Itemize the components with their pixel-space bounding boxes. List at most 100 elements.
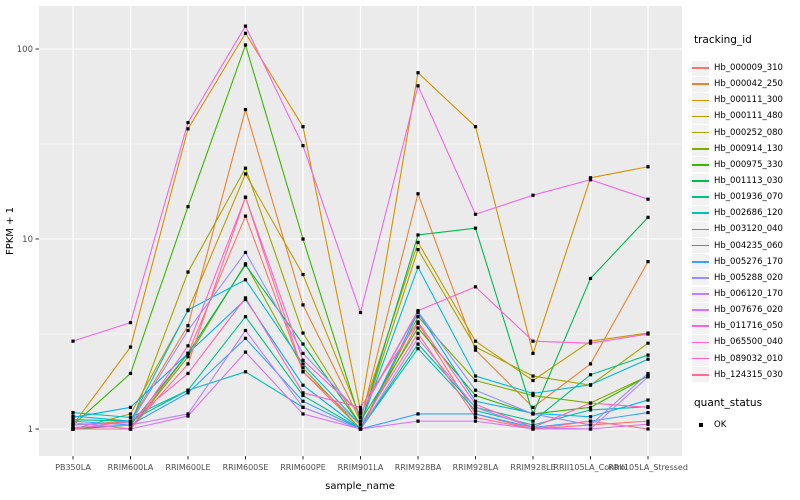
legend-item-Hb_011716_050: Hb_011716_050: [692, 318, 798, 334]
legend-line-sample: [692, 212, 709, 215]
data-point: [473, 405, 478, 409]
x-tick-label: RRII105LA_Stressed: [608, 463, 688, 472]
data-point: [186, 355, 190, 359]
legend-item-Hb_089032_010: Hb_089032_010: [692, 351, 798, 367]
legend-item-Hb_124315_030: Hb_124315_030: [692, 367, 798, 383]
data-point: [128, 415, 133, 420]
data-point: [588, 383, 593, 387]
data-point: [128, 419, 133, 423]
data-point: [416, 342, 420, 346]
data-point: [473, 339, 478, 343]
data-point: [358, 423, 363, 427]
data-point: [243, 263, 248, 267]
data-point: [71, 339, 75, 343]
legend-item-Hb_007676_020: Hb_007676_020: [692, 302, 798, 318]
legend-key-swatch: [692, 108, 709, 124]
legend-label: Hb_001936_070: [714, 192, 783, 203]
legend-line-sample: [692, 293, 709, 295]
data-point: [186, 270, 190, 274]
legend-label: Hb_089032_010: [714, 353, 783, 364]
data-point: [358, 427, 363, 431]
data-point: [531, 412, 535, 416]
data-point: [416, 326, 420, 330]
x-tick-label: RRIM600SE: [223, 463, 269, 472]
data-point: [301, 383, 305, 387]
data-point: [186, 351, 190, 355]
data-point: [243, 24, 248, 28]
legend-line-sample: [692, 341, 709, 344]
data-point: [358, 415, 363, 420]
data-point: [128, 405, 133, 409]
data-point: [473, 399, 478, 403]
x-tick-label: RRIM928BA: [395, 463, 442, 472]
legend-label: Hb_007676_020: [714, 305, 783, 316]
legend-label: Hb_004235_060: [714, 240, 783, 251]
shape-legend: quant_status OK: [692, 397, 798, 433]
legend-key-swatch: [692, 318, 709, 334]
y-axis-title: FPKM + 1: [5, 207, 16, 255]
data-point: [71, 425, 75, 429]
data-point: [588, 415, 593, 419]
x-tick-label: RRIM928LE: [510, 463, 555, 472]
data-point: [301, 237, 305, 241]
data-point: [646, 422, 650, 426]
data-point: [416, 308, 420, 313]
data-point: [128, 412, 133, 416]
data-point: [531, 391, 535, 395]
data-point: [473, 408, 478, 413]
legend-label: Hb_001113_030: [714, 176, 783, 187]
data-point: [531, 425, 535, 429]
legend-label: Hb_011716_050: [714, 321, 783, 332]
legend-item-Hb_065500_040: Hb_065500_040: [692, 334, 798, 350]
legend-label: Hb_000975_330: [714, 159, 783, 170]
data-point: [531, 339, 535, 343]
legend-label: Hb_002686_120: [714, 208, 783, 219]
data-point: [416, 315, 420, 319]
shape-legend-key: [692, 417, 709, 432]
data-point: [128, 371, 133, 376]
data-point: [301, 362, 305, 366]
data-point: [473, 285, 478, 289]
data-point: [646, 398, 650, 402]
data-point: [243, 336, 248, 340]
x-tick-label: RRIM928LA: [453, 463, 499, 472]
data-point: [473, 419, 478, 423]
data-point: [71, 427, 75, 431]
data-point: [416, 320, 420, 324]
legend-line-sample: [692, 164, 709, 166]
data-point: [186, 344, 190, 348]
legend-label: Hb_000042_250: [714, 79, 783, 90]
data-point: [243, 172, 248, 176]
data-point: [243, 195, 248, 199]
shape-legend-item: OK: [692, 417, 798, 433]
legend-item-Hb_000914_130: Hb_000914_130: [692, 141, 798, 157]
x-tick-label: RRIM600LA: [108, 463, 154, 472]
x-tick-label: RRIM600LE: [165, 463, 210, 472]
data-point: [588, 408, 593, 412]
data-point: [531, 393, 535, 398]
axis-tick-marks: [35, 48, 649, 460]
legend-key-swatch: [692, 189, 709, 205]
data-point: [588, 276, 593, 281]
legend-line-sample: [692, 99, 709, 102]
data-point: [646, 419, 650, 423]
data-point: [416, 412, 420, 416]
data-point: [531, 423, 535, 427]
x-tick-label: PB350LA: [55, 463, 91, 472]
legend-key-swatch: [692, 141, 709, 157]
data-point: [243, 315, 248, 319]
data-point: [416, 71, 420, 75]
data-point: [588, 405, 593, 409]
data-point: [588, 419, 593, 423]
data-point: [301, 351, 305, 355]
legend-key-swatch: [692, 205, 709, 221]
data-point: [186, 120, 190, 125]
legend-label: Hb_003120_040: [714, 224, 783, 235]
data-point: [243, 297, 248, 302]
x-tick-label: RRIM901LA: [338, 463, 384, 472]
data-point: [301, 366, 305, 370]
data-point: [646, 375, 650, 379]
legend-key-swatch: [692, 125, 709, 141]
legend-key-swatch: [692, 334, 709, 350]
legend-line-sample: [692, 147, 709, 150]
